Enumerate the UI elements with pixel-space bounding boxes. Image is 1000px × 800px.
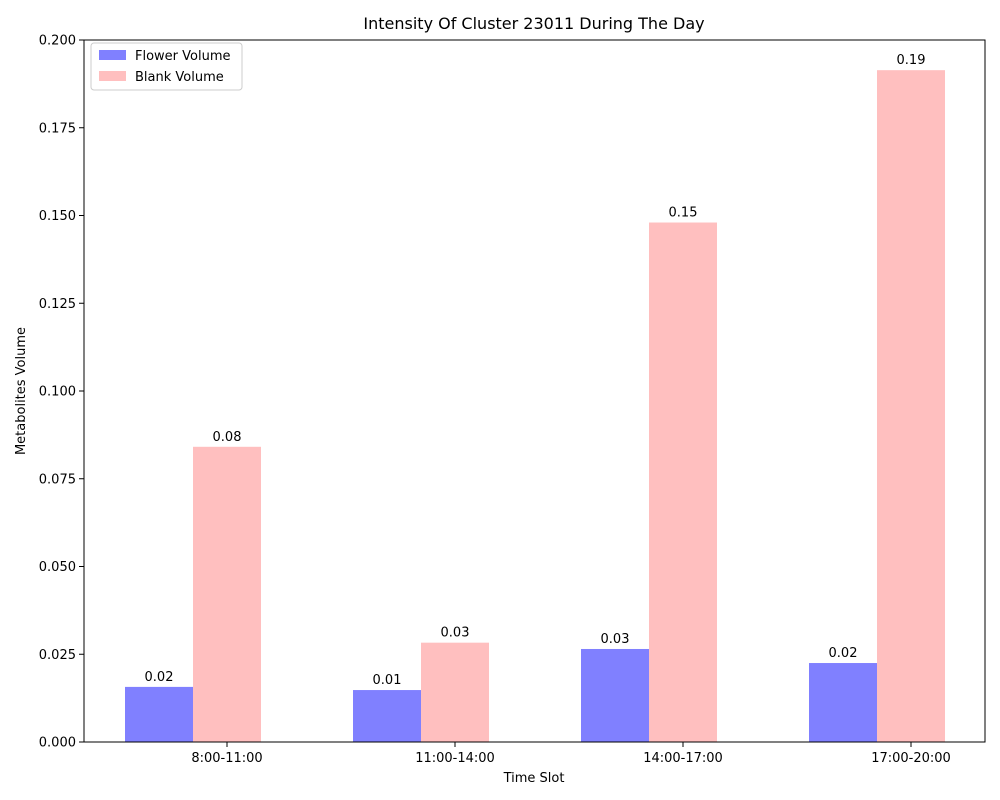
y-tick-label: 0.000 [39, 736, 76, 751]
x-tick-label: 11:00-14:00 [415, 751, 495, 766]
bar-blank-0 [193, 446, 261, 742]
y-tick-label: 0.175 [39, 121, 76, 136]
bar-flower-2 [581, 648, 649, 742]
bar-flower-1 [353, 690, 421, 742]
bar-blank-3 [877, 70, 945, 743]
y-tick-label: 0.125 [39, 297, 76, 312]
y-axis-label: Metabolites Volume [14, 327, 29, 455]
data-label: 0.08 [213, 430, 242, 445]
y-tick-label: 0.200 [39, 34, 76, 49]
chart-title: Intensity Of Cluster 23011 During The Da… [363, 14, 704, 33]
data-label: 0.01 [373, 673, 402, 688]
data-label: 0.19 [897, 53, 926, 68]
y-tick-label: 0.075 [39, 472, 76, 487]
bar-flower-3 [809, 663, 877, 742]
legend-entry: Flower Volume [135, 49, 231, 64]
x-tick-label: 8:00-11:00 [191, 751, 262, 766]
x-tick-label: 17:00-20:00 [871, 751, 951, 766]
y-tick-label: 0.025 [39, 648, 76, 663]
x-tick-label: 14:00-17:00 [643, 751, 723, 766]
data-label: 0.15 [669, 206, 698, 221]
data-label: 0.03 [441, 626, 470, 641]
data-label: 0.03 [601, 632, 630, 647]
bar-blank-2 [649, 222, 717, 742]
x-axis-label: Time Slot [503, 771, 565, 786]
data-label: 0.02 [829, 646, 858, 661]
bar-flower-0 [125, 686, 193, 742]
legend-entry: Blank Volume [135, 70, 224, 85]
bar-blank-1 [421, 642, 489, 742]
plot-area: 0.02 0.01 0.03 0.02 0.08 0.03 0.15 0.19 0.000 0.0… [39, 34, 986, 766]
legend-swatch [99, 71, 126, 81]
legend-swatch [99, 50, 126, 60]
data-label: 0.02 [145, 670, 174, 685]
y-tick-label: 0.050 [39, 560, 76, 575]
legend-box [90, 42, 243, 91]
y-tick-label: 0.150 [39, 209, 76, 224]
y-tick-label: 0.100 [39, 385, 76, 400]
legend: Flower Volume Blank Volume [90, 42, 243, 91]
